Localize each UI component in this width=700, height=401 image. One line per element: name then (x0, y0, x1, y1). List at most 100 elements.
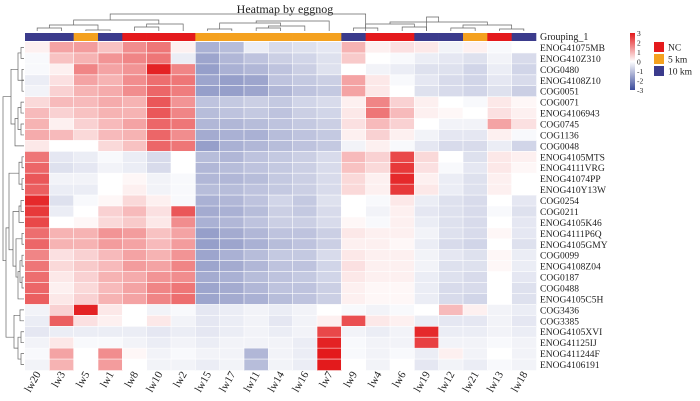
heatmap-cell (292, 326, 318, 338)
heatmap-cell (414, 118, 439, 130)
dendrogram-branch (389, 21, 488, 25)
heatmap-cell (171, 162, 196, 174)
color-scale-tick: -1 (637, 67, 643, 76)
dendrogram-branch (20, 200, 24, 212)
column-label: lw12 (436, 370, 457, 395)
row-label: ENOG41075MB (540, 44, 605, 54)
heatmap-cell (292, 249, 318, 261)
column-dendrogram (36, 13, 525, 31)
dendrogram-branch (20, 123, 24, 136)
heatmap-cell (365, 238, 391, 251)
heatmap-cell (171, 52, 196, 65)
heatmap-cell (292, 238, 318, 251)
heatmap-cell (98, 162, 123, 174)
row-label: ENOG4105XVI (540, 328, 602, 338)
annotation-cell (317, 33, 342, 41)
heatmap-cell (25, 260, 50, 272)
heatmap-cell (268, 63, 293, 76)
heatmap-cell (341, 118, 366, 130)
heatmap-cell (292, 107, 318, 119)
heatmap-cell (414, 129, 439, 141)
legend-swatch (654, 42, 664, 52)
heatmap-cell (49, 63, 74, 76)
heatmap-cell (365, 260, 391, 272)
heatmap-cell (292, 173, 318, 185)
heatmap-cell (317, 107, 342, 119)
heatmap-cell (244, 96, 269, 108)
heatmap-cell (25, 195, 50, 207)
color-scale-tick: 0 (637, 58, 641, 67)
dendrogram-branch (17, 52, 24, 81)
heatmap-cell (341, 293, 366, 305)
heatmap-cell (25, 74, 50, 87)
heatmap-cell (146, 359, 172, 371)
heatmap-cell (390, 293, 415, 305)
heatmap-cell (341, 304, 366, 316)
heatmap-cell (146, 195, 172, 207)
heatmap-cell (195, 315, 220, 327)
column-labels: lw20 lw3 lw5 lw1 lw8 lw10 lw2 lw15 lw17 lw11 lw14 l… (22, 369, 530, 394)
heatmap-cell (438, 359, 464, 371)
heatmap-cell (146, 184, 172, 196)
heatmap-cell (341, 129, 366, 141)
heatmap-cell (219, 216, 245, 229)
column-label: lw17 (217, 369, 239, 394)
heatmap-cell (390, 271, 415, 283)
heatmap-cell (98, 359, 123, 371)
heatmap-cell (292, 348, 318, 360)
heatmap-cell (49, 359, 74, 371)
heatmap-cell (244, 293, 269, 305)
dendrogram-branch (17, 271, 24, 300)
row-label: ENOG4105GMY (540, 241, 608, 251)
heatmap-cell (195, 337, 220, 349)
column-label: lw16 (290, 369, 312, 394)
heatmap-cell (268, 206, 293, 218)
heatmap-cell (49, 52, 74, 65)
heatmap-cell (146, 260, 172, 272)
heatmap-cell (463, 173, 488, 185)
heatmap-cell (122, 227, 147, 240)
heatmap-cell (292, 63, 318, 76)
heatmap-cell (244, 52, 269, 65)
heatmap-cell (511, 63, 537, 76)
heatmap-cell (390, 140, 415, 152)
heatmap-cell (463, 129, 488, 141)
heatmap-cell (195, 52, 220, 65)
row-label: COG1136 (540, 131, 579, 141)
heatmap-cell (219, 359, 245, 371)
heatmap-cell (438, 206, 464, 218)
heatmap-cell (195, 74, 220, 87)
heatmap-cell (438, 195, 464, 207)
color-scale-tick: -2 (637, 77, 643, 86)
heatmap-cell (438, 162, 464, 174)
heatmap-cell (49, 249, 74, 261)
heatmap-cell (122, 293, 147, 305)
heatmap-cell (365, 282, 391, 294)
heatmap-cell (244, 129, 269, 141)
heatmap-cell (292, 206, 318, 218)
dendrogram-branch (134, 26, 160, 31)
heatmap-cell (219, 85, 245, 97)
heatmap-cell (146, 42, 172, 54)
heatmap-cell (292, 96, 318, 108)
column-label: lw5 (74, 369, 93, 390)
heatmap-cell (463, 227, 488, 240)
heatmap-cell (414, 74, 439, 87)
annotation-cell (463, 33, 488, 41)
heatmap-cell (219, 195, 245, 207)
dendrogram-branch (48, 24, 99, 30)
heatmap-cell (317, 52, 342, 65)
heatmap-cell (25, 52, 50, 65)
annotation-cell (98, 33, 123, 41)
heatmap-cell (317, 293, 342, 305)
heatmap-cell (511, 96, 537, 108)
column-label: lw4 (366, 369, 385, 390)
heatmap-cell (219, 282, 245, 294)
heatmap-cell (414, 52, 439, 65)
dendrogram-branch (36, 27, 62, 31)
heatmap-cell (365, 271, 391, 283)
heatmap-cell (171, 337, 196, 349)
heatmap-cell (122, 359, 147, 371)
dendrogram-branch (401, 26, 427, 31)
heatmap-cell (438, 260, 464, 272)
